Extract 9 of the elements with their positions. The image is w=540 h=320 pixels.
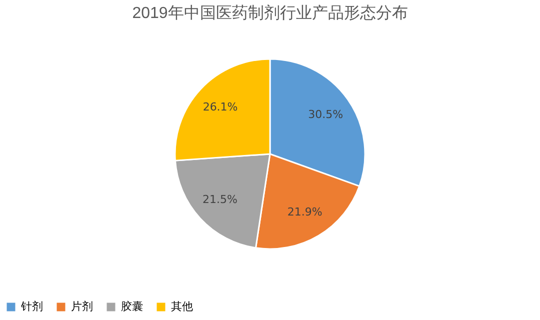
data-label: 26.1% [202,100,238,114]
legend-label: 胶囊 [121,300,143,313]
legend-label: 针剂 [20,300,43,313]
legend-label: 片剂 [71,300,93,313]
data-label: 30.5% [308,108,344,121]
data-label: 21.9% [287,205,322,218]
chart-title: 2019年中国医药制剂行业产品形态分布 [132,4,408,22]
data-label: 21.5% [202,193,238,206]
legend-label: 其他 [171,300,193,313]
